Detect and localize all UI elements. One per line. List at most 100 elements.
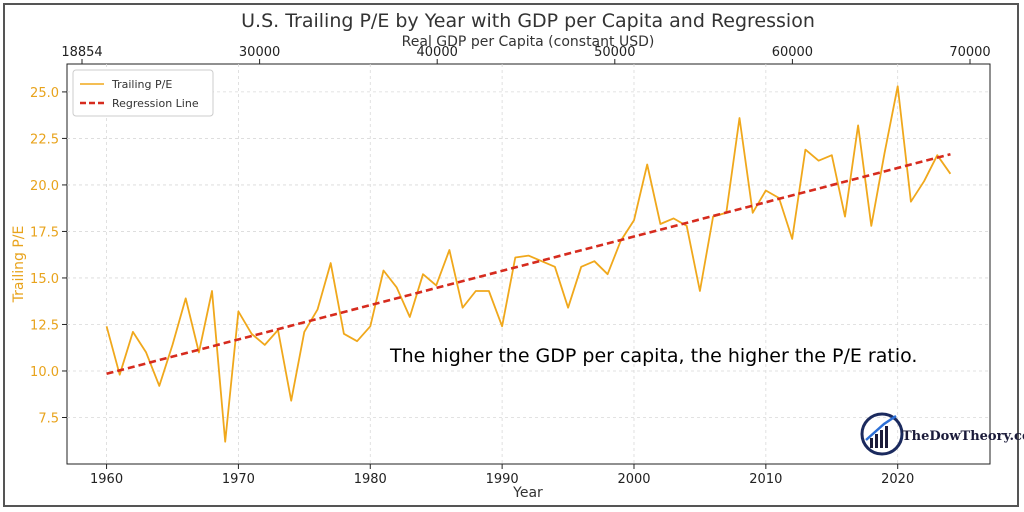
data-point-trailing-pe (145, 351, 147, 353)
series-line-regression (106, 152, 951, 376)
x-tick-label: 2020 (881, 472, 914, 487)
series-line-trailing-pe (105, 85, 952, 443)
data-point-trailing-pe (382, 269, 384, 271)
data-point-trailing-pe (330, 262, 332, 264)
data-point-trailing-pe (606, 273, 608, 275)
data-point-trailing-pe (686, 225, 688, 227)
y-tick-label: 15.0 (30, 272, 59, 287)
data-point-trailing-pe (923, 180, 925, 182)
data-point-trailing-pe (290, 400, 292, 402)
data-point-trailing-pe (910, 200, 912, 202)
data-point-trailing-pe (844, 215, 846, 217)
data-point-trailing-pe (580, 266, 582, 268)
legend: Trailing P/E Regression Line (72, 69, 214, 117)
data-point-trailing-pe (540, 260, 542, 262)
data-point-trailing-pe (395, 286, 397, 288)
data-point-trailing-pe (488, 290, 490, 292)
data-point-trailing-pe (897, 85, 899, 87)
secondary-x-tick-label: 18854 (61, 45, 102, 60)
data-point-trailing-pe (343, 333, 345, 335)
secondary-x-axis-label: Real GDP per Capita (constant USD) (402, 34, 655, 50)
data-point-trailing-pe (593, 260, 595, 262)
data-point-trailing-pe (198, 351, 200, 353)
y-tick-label: 10.0 (30, 365, 59, 380)
data-point-trailing-pe (646, 163, 648, 165)
data-point-trailing-pe (224, 440, 226, 442)
data-point-trailing-pe (870, 225, 872, 227)
data-point-trailing-pe (132, 331, 134, 333)
chart-annotation: The higher the GDP per capita, the highe… (389, 345, 917, 367)
data-point-trailing-pe (765, 189, 767, 191)
data-point-trailing-pe (303, 331, 305, 333)
data-point-trailing-pe (264, 344, 266, 346)
y-axis-ticks: 7.5 10.0 12.5 15.0 17.5 20.0 22.5 25.0 (30, 86, 67, 426)
data-point-trailing-pe (857, 124, 859, 126)
x-tick-label: 1990 (486, 472, 519, 487)
x-tick-label: 1970 (222, 472, 255, 487)
y-tick-label: 17.5 (30, 225, 59, 240)
data-point-trailing-pe (659, 223, 661, 225)
y-tick-label: 12.5 (30, 318, 59, 333)
data-point-trailing-pe (949, 173, 951, 175)
data-point-trailing-pe (184, 297, 186, 299)
data-point-trailing-pe (369, 325, 371, 327)
secondary-x-tick-label: 30000 (239, 45, 280, 60)
legend-label-pe: Trailing P/E (111, 78, 172, 91)
data-point-trailing-pe (250, 333, 252, 335)
data-point-trailing-pe (501, 325, 503, 327)
data-point-trailing-pe (514, 256, 516, 258)
logo-ring (860, 412, 904, 456)
data-point-trailing-pe (448, 249, 450, 251)
logo-text: TheDowTheory.com (902, 429, 1024, 444)
data-point-trailing-pe (475, 290, 477, 292)
y-tick-label: 22.5 (30, 132, 59, 147)
data-point-trailing-pe (171, 344, 173, 346)
data-point-trailing-pe (422, 273, 424, 275)
y-tick-label: 20.0 (30, 179, 59, 194)
data-point-trailing-pe (699, 290, 701, 292)
data-point-trailing-pe (461, 307, 463, 309)
data-point-trailing-pe (804, 148, 806, 150)
x-tick-label: 2010 (749, 472, 782, 487)
data-point-trailing-pe (791, 238, 793, 240)
data-point-trailing-pe (211, 290, 213, 292)
secondary-x-tick-label: 60000 (772, 45, 813, 60)
brand-logo: TheDowTheory.com (860, 412, 1024, 456)
logo-bar (870, 438, 873, 448)
data-point-trailing-pe (831, 154, 833, 156)
data-point-trailing-pe (633, 219, 635, 221)
data-point-trailing-pe (936, 154, 938, 156)
data-point-trailing-pe (817, 160, 819, 162)
data-point-trailing-pe (119, 373, 121, 375)
x-axis-label: Year (512, 485, 543, 501)
logo-bar (885, 426, 888, 448)
x-axis-ticks: 1960 1970 1980 1990 2000 2010 2020 (90, 464, 914, 487)
secondary-x-axis-ticks: 18854 30000 40000 50000 60000 70000 (61, 45, 991, 64)
secondary-x-tick-label: 50000 (594, 45, 635, 60)
chart-title: U.S. Trailing P/E by Year with GDP per C… (241, 10, 815, 32)
data-point-trailing-pe (409, 316, 411, 318)
logo-bar (875, 434, 878, 448)
secondary-x-tick-label: 70000 (949, 45, 990, 60)
y-tick-label: 7.5 (38, 411, 59, 426)
data-point-trailing-pe (105, 325, 107, 327)
data-point-trailing-pe (738, 117, 740, 119)
data-point-trailing-pe (672, 217, 674, 219)
x-tick-label: 2000 (617, 472, 650, 487)
secondary-x-tick-label: 40000 (417, 45, 458, 60)
series-group (105, 85, 952, 443)
y-tick-label: 25.0 (30, 86, 59, 101)
logo-arrow-icon (865, 414, 897, 441)
data-point-trailing-pe (751, 212, 753, 214)
grid-lines (67, 64, 990, 464)
data-point-trailing-pe (237, 310, 239, 312)
data-point-trailing-pe (316, 308, 318, 310)
data-point-trailing-pe (883, 152, 885, 154)
data-point-trailing-pe (356, 340, 358, 342)
legend-label-regression: Regression Line (112, 97, 199, 110)
x-tick-label: 1960 (90, 472, 123, 487)
logo-bar (880, 430, 883, 448)
x-tick-label: 1980 (354, 472, 387, 487)
data-point-trailing-pe (527, 254, 529, 256)
